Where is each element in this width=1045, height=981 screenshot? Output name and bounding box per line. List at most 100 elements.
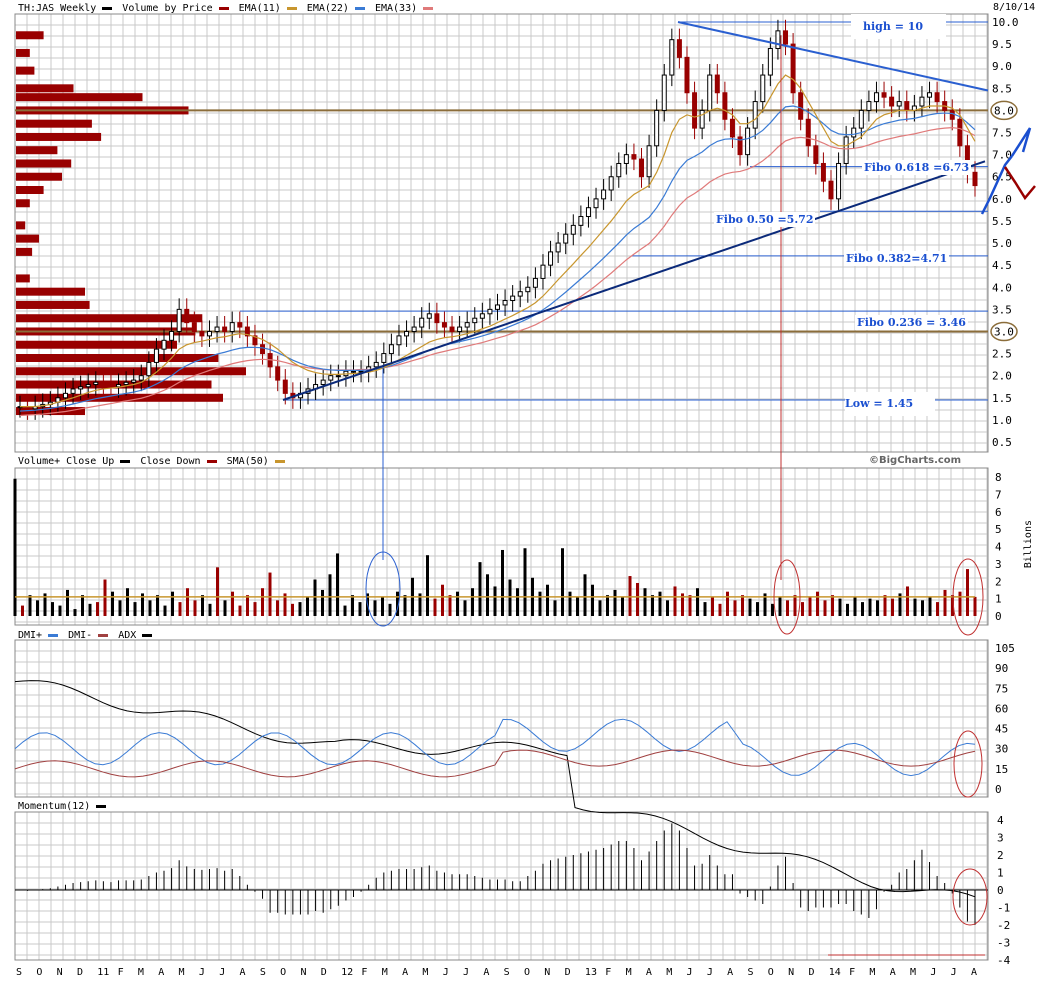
price-tick-label: 1.5 xyxy=(992,392,1012,405)
candle-body xyxy=(388,344,394,355)
volume-bar xyxy=(103,579,107,616)
candle-body xyxy=(153,348,159,363)
volume-by-price-bar xyxy=(16,380,212,389)
legend-volume-swatch xyxy=(206,459,217,463)
volume-bar xyxy=(231,591,234,616)
volume-bar xyxy=(958,591,962,616)
price-tick-label: 8.5 xyxy=(992,82,1012,95)
x-tick-label: O xyxy=(36,967,42,978)
volume-bar xyxy=(66,589,69,616)
volume-by-price-bar xyxy=(16,159,72,168)
candle-body xyxy=(692,92,698,129)
dmi-tick-label: 60 xyxy=(995,702,1008,715)
volume-bar xyxy=(591,584,594,616)
momentum-tick-label: 0 xyxy=(997,884,1004,897)
x-tick-label: M xyxy=(179,967,185,978)
candle-body xyxy=(70,388,76,394)
price-tick-label: 3.5 xyxy=(992,303,1012,316)
legend-volume-entry: Volume+ Close Up xyxy=(18,456,131,467)
projection-up-arrow xyxy=(980,155,1013,215)
volume-bar xyxy=(673,586,677,616)
volume-bar xyxy=(876,600,879,616)
annotation-low: Low = 1.45 xyxy=(845,392,935,416)
x-tick-label: M xyxy=(138,967,144,978)
volume-bar xyxy=(861,602,864,616)
volume-bar xyxy=(561,548,564,616)
volume-bar xyxy=(336,553,339,616)
candle-body xyxy=(191,322,197,332)
ema11-line xyxy=(20,74,976,408)
candle-body xyxy=(767,48,773,76)
legend-dmi-entry: DMI- xyxy=(68,630,109,641)
candle-body xyxy=(176,308,182,332)
volume-bar xyxy=(756,602,759,616)
volume-by-price-bar xyxy=(16,31,44,40)
volume-bar xyxy=(13,478,17,616)
volume-bar xyxy=(283,593,287,616)
volume-by-price-bar xyxy=(16,234,39,243)
candle-body xyxy=(813,145,819,164)
volume-bar xyxy=(493,586,497,616)
candle-body xyxy=(752,101,758,129)
price-tick-label: 2.5 xyxy=(992,348,1012,361)
momentum-tick-label: 1 xyxy=(997,867,1004,880)
candle-body xyxy=(457,326,463,332)
volume-by-price-bar xyxy=(16,199,30,208)
candle-body xyxy=(820,162,826,182)
candle-body xyxy=(434,313,440,324)
volume-bar xyxy=(403,595,407,616)
legend-volume-entry: Close Down xyxy=(140,456,217,467)
candle-body xyxy=(260,344,266,355)
candle-body xyxy=(608,176,614,191)
x-tick-label: N xyxy=(788,967,794,978)
volume-bar xyxy=(666,600,669,616)
legend-dmi-entry: DMI+ xyxy=(18,630,59,641)
candle-body xyxy=(472,317,478,324)
x-tick-label: M xyxy=(382,967,388,978)
volume-bar xyxy=(343,605,347,616)
legend-volume-entry: SMA(50) xyxy=(227,456,285,467)
volume-bar xyxy=(883,595,887,616)
x-tick-label: A xyxy=(240,967,246,978)
volume-bar xyxy=(583,574,587,616)
volume-bar xyxy=(523,548,527,616)
x-tick-label: A xyxy=(158,967,164,978)
legend-price-swatch xyxy=(286,6,297,10)
volume-bar xyxy=(43,593,47,616)
volume-bar xyxy=(628,576,632,616)
volume-tick-label: 2 xyxy=(995,575,1002,588)
volume-bar xyxy=(291,603,294,616)
x-tick-label: F xyxy=(361,967,367,978)
x-tick-label: 12 xyxy=(341,967,353,978)
x-tick-label: A xyxy=(483,967,489,978)
volume-bar xyxy=(193,600,197,616)
candle-body xyxy=(548,251,554,266)
candle-body xyxy=(93,381,99,386)
candle-body xyxy=(934,92,940,103)
volume-tick-label: 4 xyxy=(995,541,1002,554)
candle-body xyxy=(889,96,895,107)
momentum-tick-label: -3 xyxy=(997,937,1010,950)
volume-highlight-red xyxy=(952,558,984,636)
legend-price-entry: EMA(22) xyxy=(307,3,365,14)
volume-tick-label: 0 xyxy=(995,610,1002,623)
volume-bar xyxy=(456,591,459,616)
volume-by-price-bar xyxy=(16,146,58,155)
candle-body xyxy=(381,353,387,363)
volume-bar xyxy=(186,588,189,616)
volume-bar xyxy=(718,603,722,616)
volume-bar xyxy=(261,588,264,616)
candle-body xyxy=(623,154,629,164)
candle-body xyxy=(783,30,789,45)
volume-bar xyxy=(426,555,429,616)
volume-bar xyxy=(223,600,227,616)
candle-body xyxy=(745,127,751,156)
candle-body xyxy=(100,381,106,386)
candle-body xyxy=(851,127,857,138)
candle-body xyxy=(502,300,508,306)
annotation-fibo236: Fibo 0.236 = 3.46 xyxy=(855,315,968,330)
panel-frame xyxy=(14,13,989,453)
candle-body xyxy=(237,322,243,328)
candle-body xyxy=(275,366,281,381)
volume-bar xyxy=(463,600,467,616)
